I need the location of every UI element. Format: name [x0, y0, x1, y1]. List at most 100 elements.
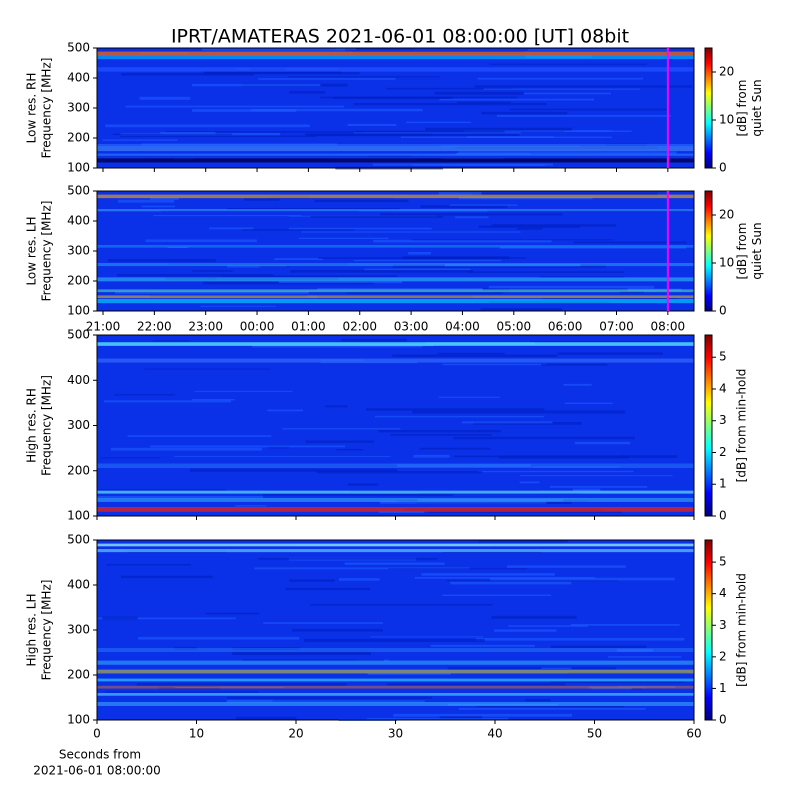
spectrogram-texture [572, 488, 601, 492]
spectrogram-band [97, 277, 694, 282]
spectrogram-texture [509, 108, 668, 111]
colorbar-label: [dB] from [735, 223, 749, 280]
colorbar-label: quiet Sun [750, 79, 764, 136]
spectrogram-texture [203, 70, 342, 74]
spectrogram-background [97, 540, 694, 720]
spectrogram-texture [192, 398, 235, 401]
spectrogram-texture [347, 483, 379, 486]
spectrogram-texture [105, 691, 259, 693]
y-axis-label: Frequency [MHz] [40, 375, 54, 476]
y-tick-label: 400 [67, 71, 90, 85]
spectrogram-texture [278, 281, 403, 284]
spectrogram-band [97, 289, 694, 293]
colorbar-label: quiet Sun [750, 222, 764, 279]
colorbar [704, 47, 713, 169]
y-tick-label: 200 [67, 274, 90, 288]
spectrogram-band [97, 702, 694, 706]
spectrogram-band [97, 245, 694, 248]
spectrogram-band [97, 693, 694, 696]
x-tick-label: 00:00 [240, 320, 275, 334]
spectrogram-texture [347, 292, 504, 294]
spectrogram-texture [251, 345, 423, 348]
colorbar-tick-label: 2 [719, 445, 727, 459]
colorbar-tick-label: 0 [719, 713, 727, 727]
spectrogram-band [97, 669, 694, 674]
spectrogram-texture [257, 558, 438, 560]
spectrogram-texture [616, 649, 654, 652]
spectrogram-texture [117, 274, 274, 277]
spectrogram-texture [386, 87, 513, 90]
spectrogram-texture [414, 576, 595, 579]
spectrogram-texture [316, 471, 483, 474]
spectrogram-texture [373, 239, 552, 243]
y-tick-label: 200 [67, 668, 90, 682]
spectrogram-texture [103, 400, 232, 403]
spectrogram-texture [200, 305, 276, 307]
spectrogram-texture [353, 102, 547, 106]
spectrogram-texture [152, 340, 190, 342]
spectrogram-texture [242, 229, 354, 231]
spectrogram-texture [525, 699, 551, 702]
spectrogram-texture [339, 578, 380, 581]
spectrogram-texture [367, 673, 451, 675]
x-tick-label: 0 [93, 727, 101, 741]
spectrogram-band [97, 497, 694, 502]
spectrogram-texture [364, 268, 471, 271]
spectrogram-texture [139, 96, 191, 100]
spectrogram-texture [475, 637, 685, 641]
spectrogram-texture [447, 667, 616, 670]
spectrogram-texture [481, 111, 568, 115]
spectrogram-texture [136, 683, 347, 686]
spectrogram-texture [236, 716, 297, 720]
spectrogram-texture [125, 105, 345, 108]
spectrogram-texture [282, 428, 401, 430]
spectrogram-texture [344, 562, 445, 565]
spectrogram-texture [289, 579, 335, 582]
spectrogram-texture [167, 246, 188, 249]
spectrogram-texture [392, 354, 558, 357]
spectrogram-texture [112, 133, 233, 135]
spectrogram-texture [380, 213, 563, 216]
x-tick-label: 01:00 [291, 320, 326, 334]
y-axis-label: Low res. LH [25, 216, 39, 285]
spectrogram-texture [458, 151, 677, 154]
x-tick-label: 22:00 [137, 320, 172, 334]
spectrogram-texture [347, 123, 397, 127]
spectrogram-band [97, 358, 694, 363]
spectrogram-texture [299, 237, 389, 239]
spectrogram-texture [354, 132, 521, 134]
x-tick-label: 08:00 [651, 320, 686, 334]
spectrogram-texture [491, 224, 617, 227]
spectrogram-texture [508, 625, 588, 627]
spectrogram-texture [209, 227, 254, 230]
spectrogram-band [97, 342, 694, 346]
spectrogram-texture [523, 92, 611, 95]
colorbar-label: [dB] from [735, 80, 749, 137]
x-axis-label: 2021-06-01 08:00:00 [33, 764, 160, 778]
spectrogram-texture [150, 197, 180, 200]
spectrogram-texture [291, 628, 383, 632]
spectrogram-texture [325, 405, 348, 408]
spectrogram-texture [367, 155, 412, 157]
spectrogram-texture [314, 199, 409, 203]
spectrogram-texture [464, 130, 612, 132]
spectrogram-texture [175, 686, 285, 688]
spectrogram-texture [372, 163, 554, 166]
x-tick-label: 20 [288, 727, 303, 741]
spectrogram-texture [262, 494, 454, 496]
colorbar-tick-label: 2 [719, 649, 727, 663]
spectrogram-texture [289, 90, 326, 94]
spectrogram-texture [288, 227, 432, 230]
spectrogram-band [97, 194, 694, 199]
spectrogram-texture [444, 263, 581, 267]
spectrogram-texture [477, 470, 634, 473]
spectrogram-texture [274, 258, 323, 261]
spectrogram-texture [144, 368, 271, 370]
spectrogram-texture [574, 441, 631, 445]
spectrogram-texture [304, 638, 485, 642]
spectrogram-band [97, 55, 694, 60]
spectrogram-band [97, 490, 694, 494]
spectrogram-texture [234, 505, 267, 507]
spectrogram-texture [439, 98, 595, 101]
